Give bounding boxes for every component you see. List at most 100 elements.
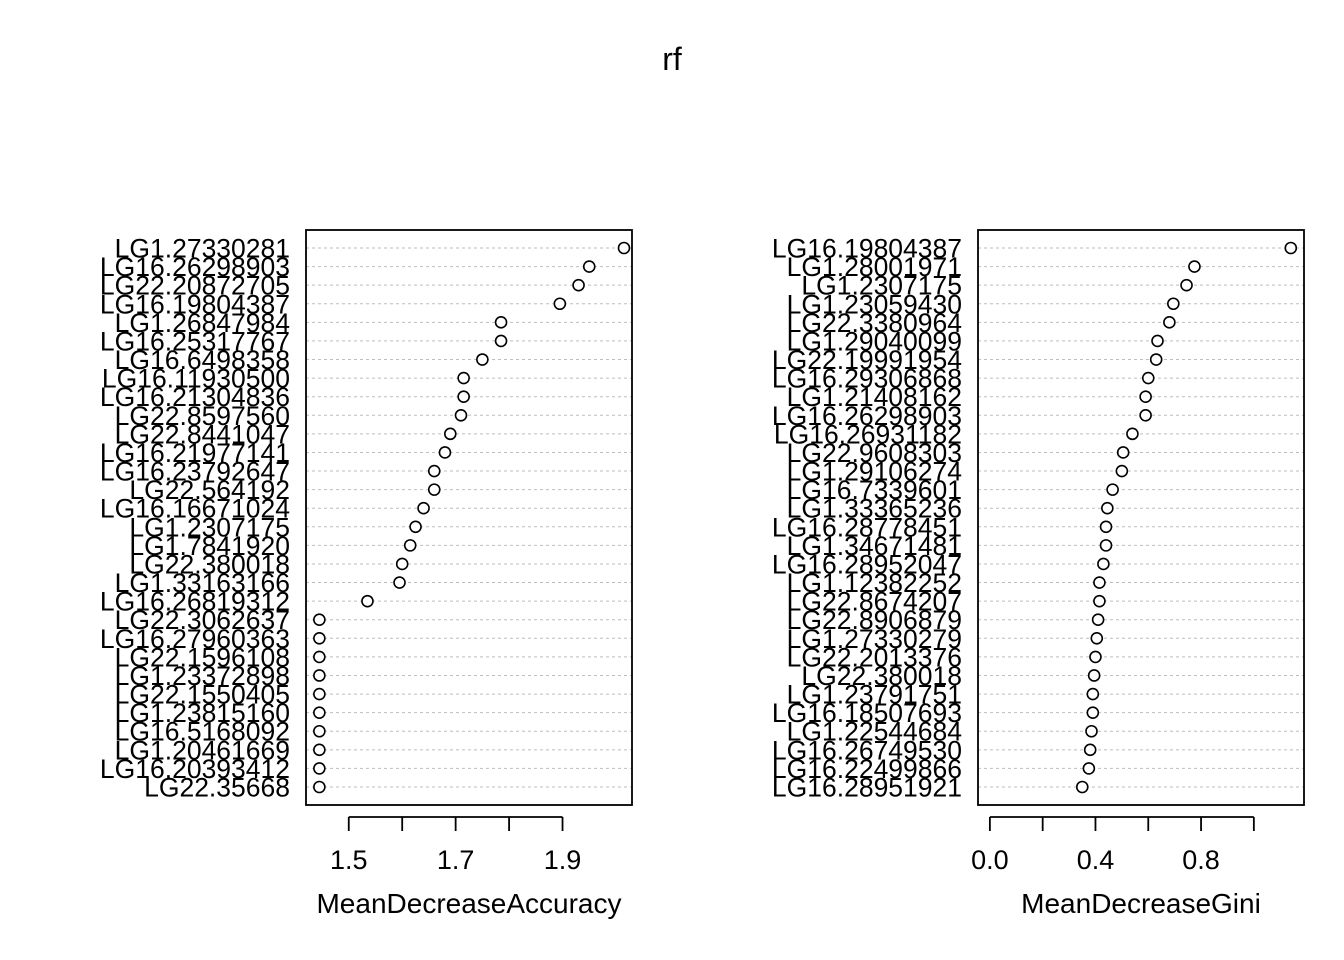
gini-panel: LG16.19804387LG1.28001971LG1.2307175LG1.… (772, 229, 1305, 919)
row-label: LG1.23059430 (787, 289, 962, 319)
data-point (417, 501, 430, 515)
data-point (427, 483, 441, 496)
accuracy-panel: LG1.27330281LG16.26298903LG22.20872705LG… (100, 229, 633, 919)
x-tick-label: 0.4 (1077, 845, 1115, 875)
data-point (494, 334, 508, 348)
x-tick-label: 1.7 (437, 845, 475, 875)
data-point (313, 613, 326, 627)
data-point (1126, 427, 1139, 441)
data-point (1090, 632, 1104, 645)
data-point (476, 353, 489, 366)
data-point (1099, 539, 1113, 552)
row-label: LG16.6498358 (115, 345, 290, 375)
data-point (1116, 446, 1130, 459)
data-point (313, 650, 326, 664)
data-point (1139, 390, 1152, 403)
row-label: LG16.5168092 (115, 717, 290, 747)
plot-frame (305, 229, 633, 806)
data-point (1141, 371, 1155, 385)
row-label: LG1.7841920 (129, 531, 290, 561)
row-label: LG16.26749530 (772, 735, 962, 765)
chart-title: rf (662, 41, 682, 77)
row-label: LG1.22544684 (787, 717, 962, 747)
x-tick-label: 0.8 (1182, 845, 1220, 875)
data-point (1099, 520, 1113, 534)
row-label: LG22.380018 (129, 549, 290, 579)
data-point (1106, 483, 1119, 496)
data-point (1087, 669, 1101, 682)
data-point (494, 316, 508, 329)
row-label: LG16.21977141 (100, 438, 290, 468)
row-label: LG22.2013376 (787, 642, 962, 672)
data-point (1082, 762, 1096, 775)
row-label: LG22.1596108 (115, 642, 290, 672)
data-point (427, 464, 441, 478)
data-point (572, 278, 585, 292)
row-label: LG22.19991954 (772, 345, 962, 375)
row-label: LG1.12382252 (787, 568, 962, 598)
data-point (403, 539, 417, 552)
data-point (313, 762, 326, 775)
row-label: LG1.29106274 (787, 457, 962, 487)
row-label: LG16.28778451 (772, 512, 962, 542)
data-point (454, 408, 468, 422)
x-tick-label: 0.0 (971, 845, 1009, 875)
row-label: LG22.8597560 (115, 401, 290, 431)
data-point (1089, 650, 1102, 664)
row-label: LG16.29306868 (772, 364, 962, 394)
row-label: LG16.27960363 (100, 624, 290, 654)
data-point (1163, 316, 1176, 329)
row-label: LG22.564192 (129, 475, 290, 505)
row-label: LG1.29040099 (787, 326, 962, 356)
data-point (1085, 724, 1098, 738)
row-label: LG16.19804387 (772, 234, 962, 264)
data-point (1151, 334, 1164, 348)
data-point (313, 724, 326, 738)
data-point (1083, 743, 1097, 757)
row-label: LG1.26847984 (115, 308, 290, 338)
row-label: LG22.8441047 (115, 419, 290, 449)
row-label: LG1.28001971 (787, 252, 962, 282)
data-point (457, 390, 470, 403)
x-axis-label: MeanDecreaseAccuracy (316, 888, 621, 919)
data-point (1139, 408, 1152, 422)
row-label: LG1.34671481 (787, 531, 962, 561)
data-point (313, 632, 326, 645)
data-point (617, 241, 631, 255)
data-point (1284, 241, 1298, 255)
row-label: LG22.20872705 (100, 271, 290, 301)
row-label: LG16.20393412 (100, 754, 290, 784)
row-label: LG16.28952047 (772, 549, 962, 579)
data-point (553, 297, 567, 311)
x-tick-label: 1.9 (544, 845, 582, 875)
row-label: LG22.9608303 (787, 438, 962, 468)
data-point (395, 557, 409, 571)
row-label: LG1.21408162 (787, 382, 962, 412)
data-point (582, 260, 596, 273)
data-point (1167, 297, 1180, 311)
data-point (443, 427, 457, 441)
data-point (1115, 464, 1129, 478)
row-label: LG16.26298903 (100, 252, 290, 282)
row-label: LG16.18507693 (772, 698, 962, 728)
row-label: LG1.33163166 (115, 568, 290, 598)
data-point (409, 520, 422, 534)
plot-frame (977, 229, 1305, 806)
data-point (1086, 706, 1100, 719)
row-label: LG16.25317767 (100, 326, 290, 356)
data-point (1180, 278, 1193, 292)
row-label: LG22.1550405 (115, 680, 290, 710)
data-point (361, 594, 374, 608)
row-label: LG16.7339601 (787, 475, 962, 505)
row-label: LG1.23372898 (115, 661, 290, 691)
row-label: LG1.20461669 (115, 735, 290, 765)
row-label: LG1.23815160 (115, 698, 290, 728)
x-axis-label: MeanDecreaseGini (1021, 888, 1261, 919)
row-label: LG22.8674207 (787, 587, 962, 617)
row-label: LG1.23791751 (787, 680, 962, 710)
data-point (457, 371, 470, 385)
data-point (393, 576, 406, 589)
row-label: LG1.33365236 (787, 494, 962, 524)
data-point (438, 446, 452, 459)
row-label: LG16.23792647 (100, 457, 290, 487)
